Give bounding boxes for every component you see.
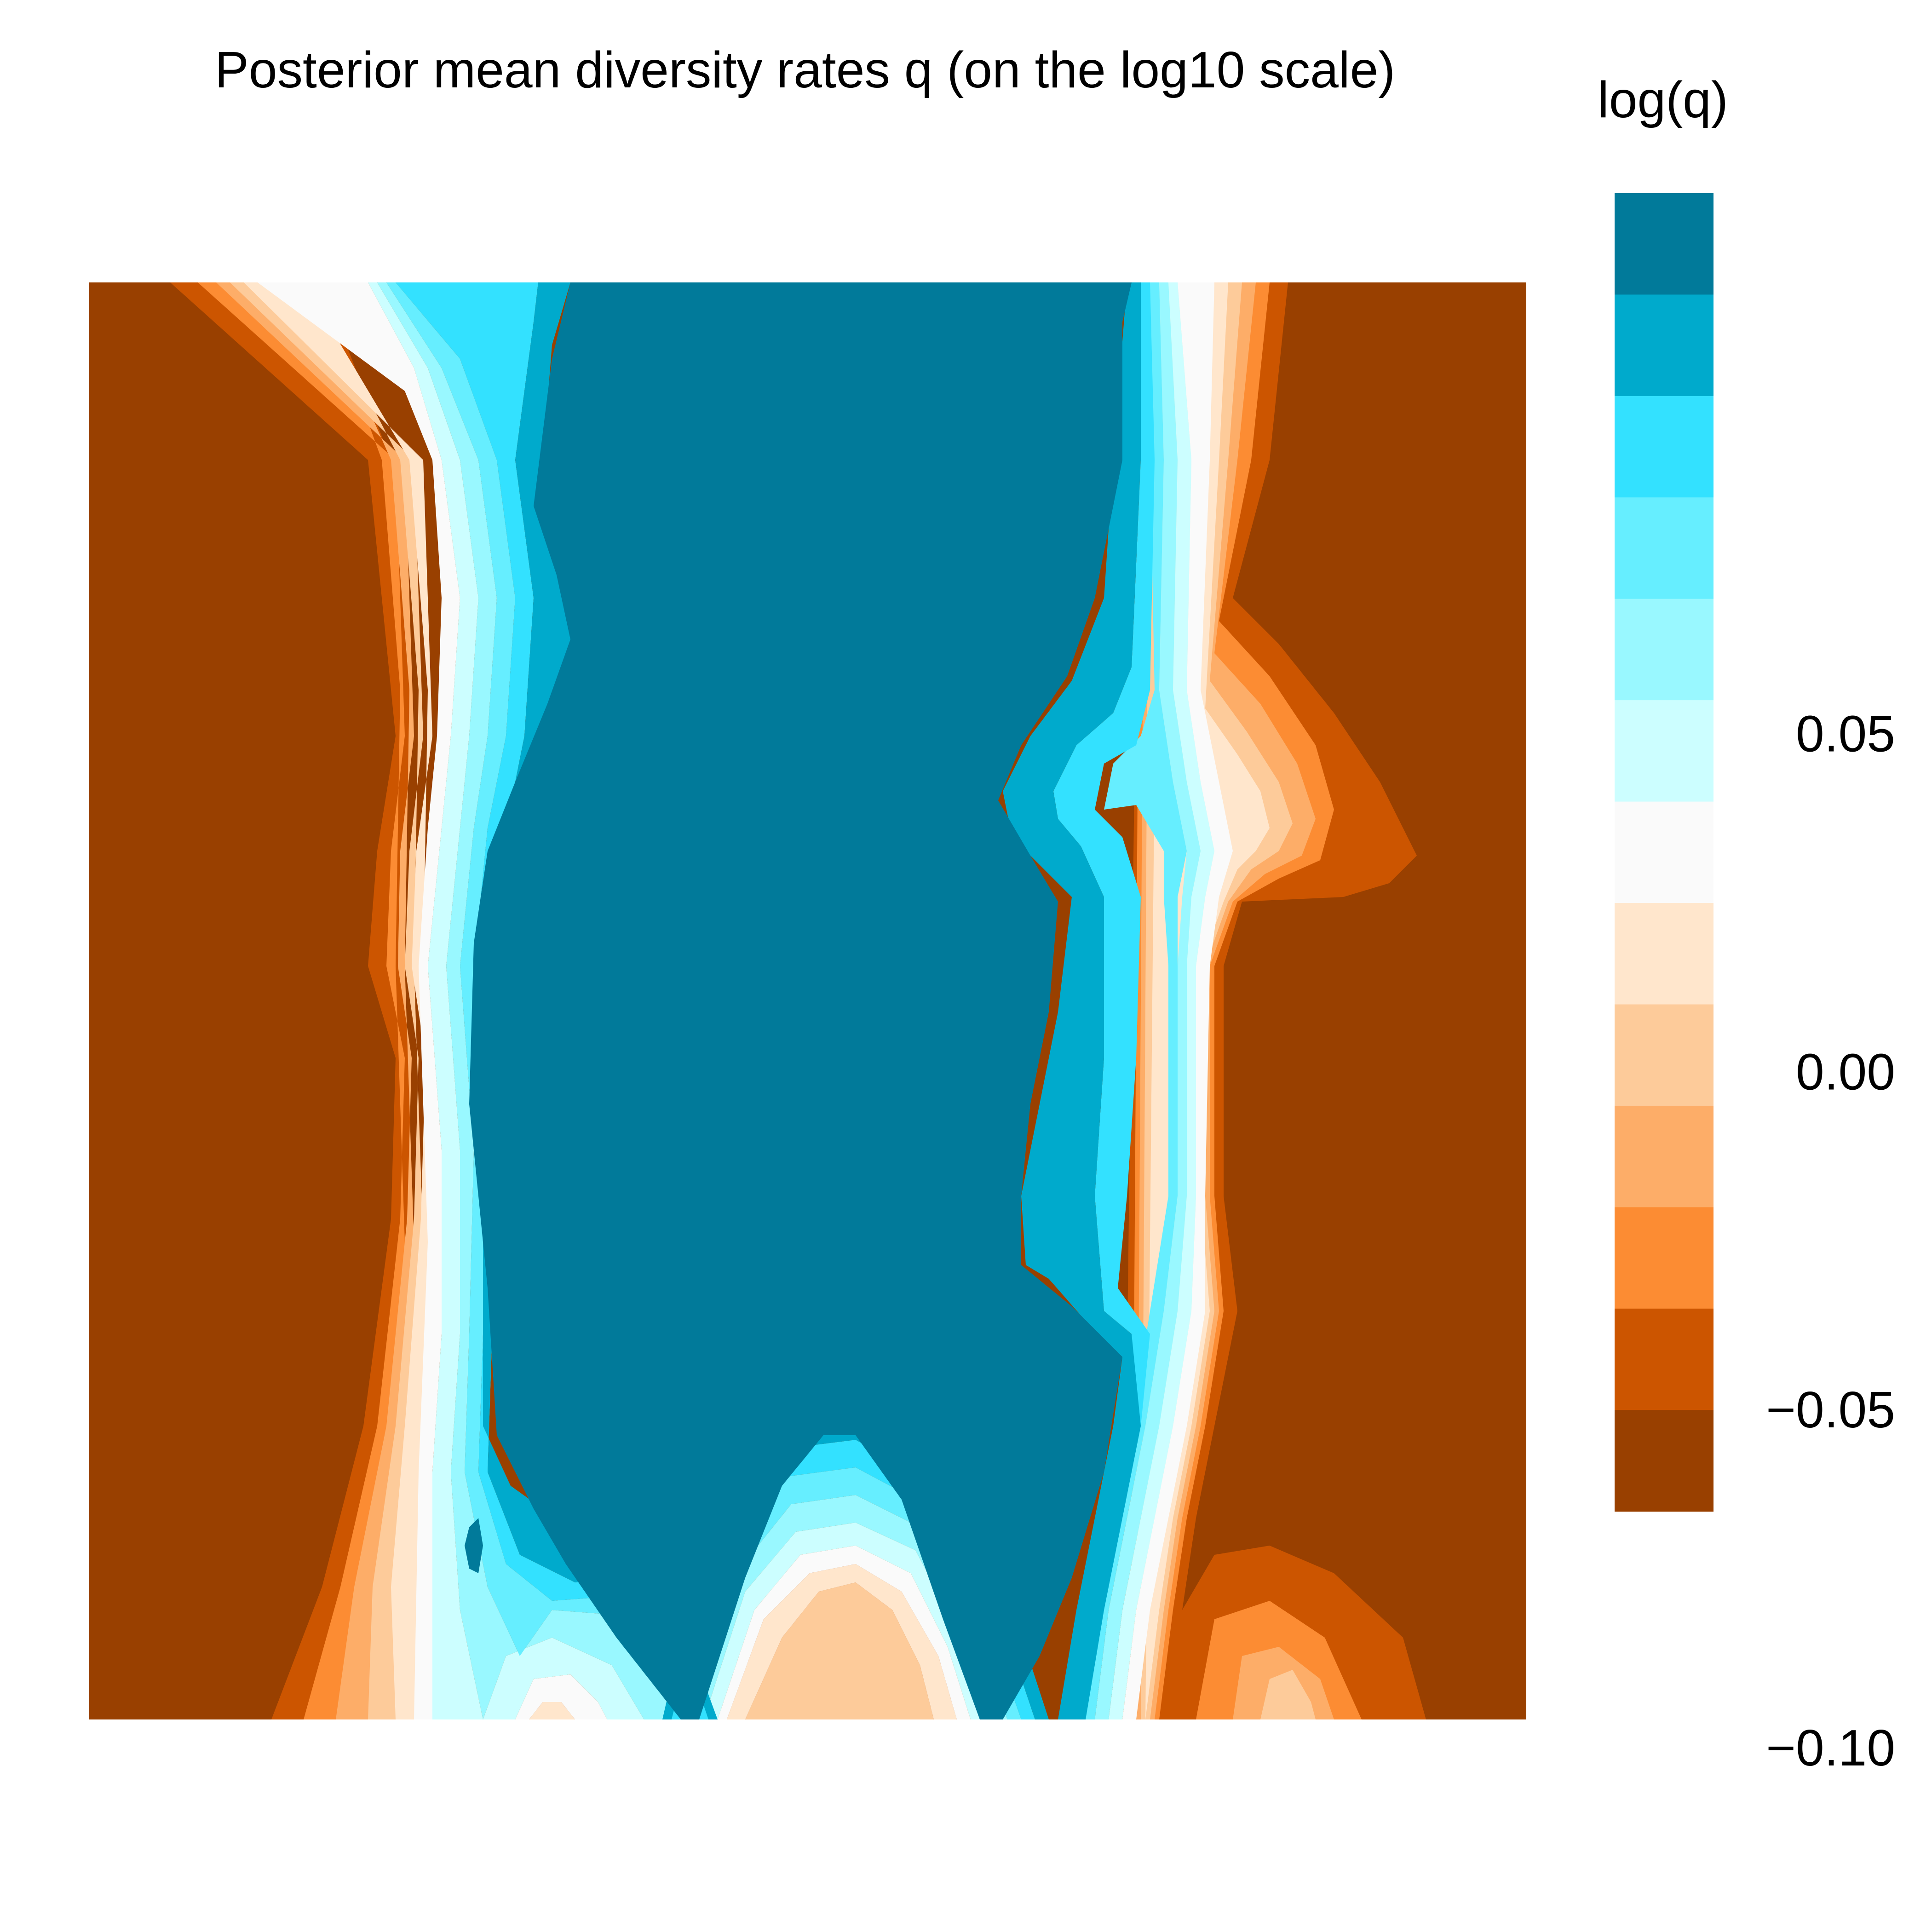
legend-bin-12	[1615, 1410, 1714, 1512]
heatmap-region-level-10	[322, 282, 1155, 1719]
legend-bin-2	[1615, 396, 1714, 498]
legend-bin-0	[1615, 193, 1714, 295]
legend-bin-5	[1615, 700, 1714, 802]
legend-tick-label: 0.05	[1796, 706, 1895, 763]
legend-bin-9	[1615, 1105, 1714, 1208]
heatmap-region-level-11	[331, 282, 1141, 1719]
legend-tick-label: −0.10	[1766, 1719, 1895, 1777]
legend: log(q) 0.05 0.00 −0.05 −0.10	[1598, 71, 1895, 1777]
heatmap-region-level-2	[198, 282, 1362, 1719]
legend-tick-label: 0.00	[1796, 1043, 1895, 1100]
heatmap-region-level-12	[465, 282, 1132, 1719]
legend-colorbar	[1615, 193, 1714, 1512]
legend-bin-3	[1615, 497, 1714, 599]
legend-bin-8	[1615, 1004, 1714, 1106]
heatmap	[89, 282, 1526, 1719]
chart-title: Posterior mean diversity rates q (on the…	[215, 41, 1396, 98]
legend-title: log(q)	[1598, 71, 1728, 128]
legend-ticks: 0.05 0.00 −0.05 −0.10	[1766, 706, 1895, 1777]
legend-bin-10	[1615, 1207, 1714, 1309]
legend-bin-4	[1615, 598, 1714, 701]
legend-bin-7	[1615, 903, 1714, 1005]
legend-bin-6	[1615, 801, 1714, 903]
legend-tick-label: −0.05	[1766, 1381, 1895, 1438]
legend-bin-1	[1615, 294, 1714, 397]
legend-bin-11	[1615, 1308, 1714, 1410]
